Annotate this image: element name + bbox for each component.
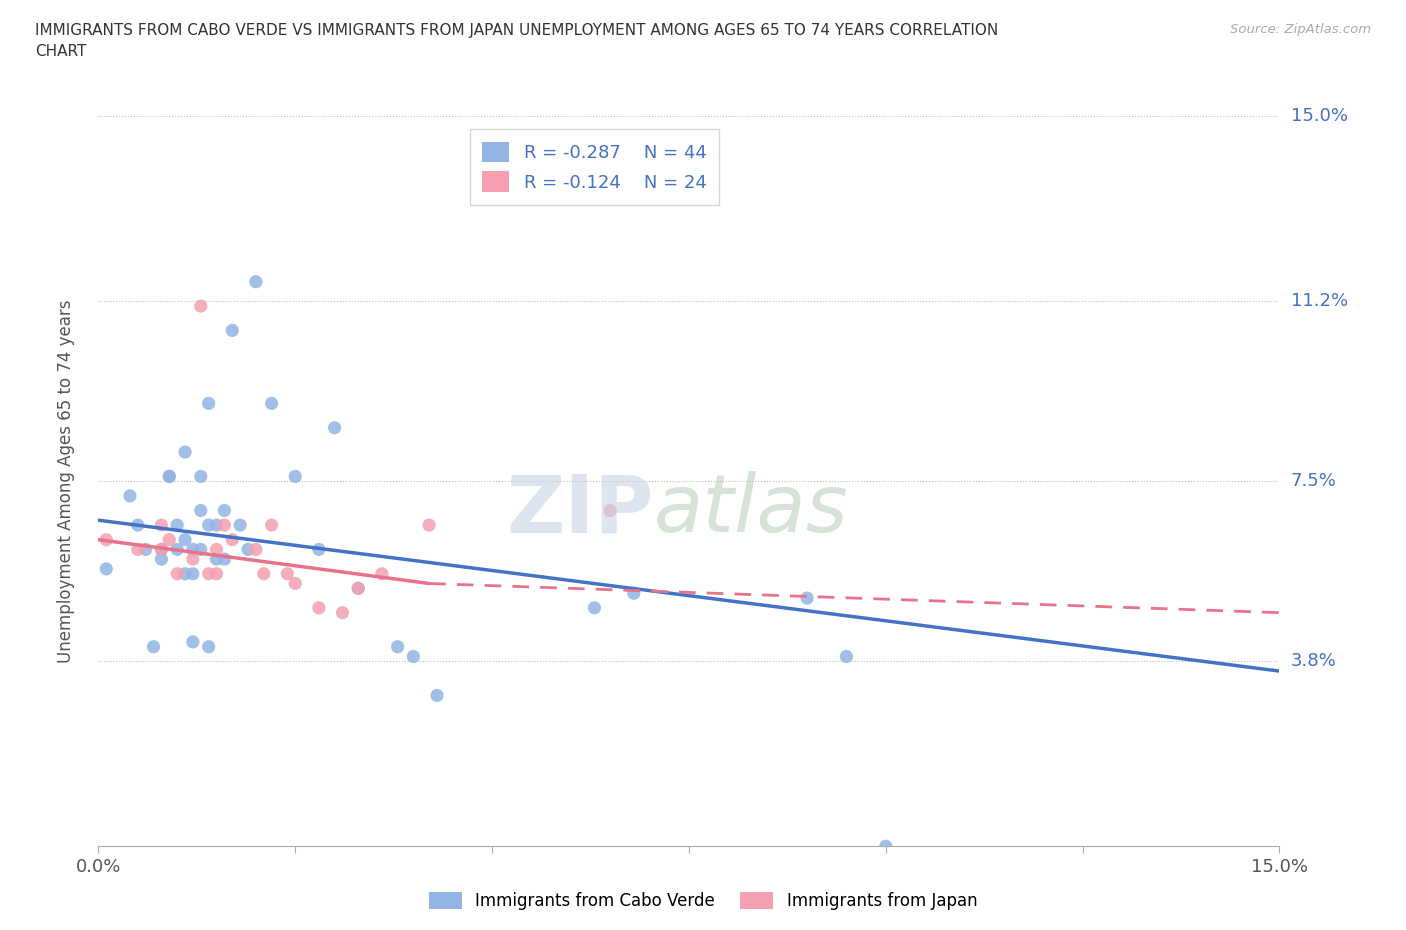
Point: [418, 518, 440, 533]
Point: [166, 518, 188, 533]
Legend: Immigrants from Cabo Verde, Immigrants from Japan: Immigrants from Cabo Verde, Immigrants f…: [422, 885, 984, 917]
Point: [166, 566, 188, 581]
Point: [181, 551, 204, 566]
Text: 15.0%: 15.0%: [1291, 107, 1347, 126]
Point: [197, 639, 219, 654]
Point: [214, 503, 236, 518]
Point: [221, 323, 243, 338]
Point: [150, 551, 173, 566]
Point: [205, 518, 228, 533]
Point: [214, 551, 236, 566]
Point: [245, 542, 267, 557]
Point: [371, 566, 394, 581]
Point: [181, 634, 204, 649]
Point: [347, 581, 370, 596]
Point: [127, 518, 149, 533]
Point: [623, 586, 645, 601]
Point: [323, 420, 346, 435]
Point: [229, 518, 252, 533]
Point: [875, 839, 897, 854]
Point: [332, 605, 354, 620]
Text: 3.8%: 3.8%: [1291, 652, 1336, 671]
Point: [387, 639, 409, 654]
Point: [142, 639, 165, 654]
Point: [197, 518, 219, 533]
Point: [205, 551, 228, 566]
Point: [190, 469, 212, 484]
Point: [245, 274, 267, 289]
Point: [150, 542, 173, 557]
Point: [150, 518, 173, 533]
Point: [96, 532, 118, 547]
Point: [190, 503, 212, 518]
Point: [205, 566, 228, 581]
Point: [284, 469, 307, 484]
Point: [236, 542, 259, 557]
Point: [174, 445, 197, 459]
Point: [276, 566, 298, 581]
Point: [174, 532, 197, 547]
Text: 7.5%: 7.5%: [1291, 472, 1337, 490]
Text: atlas: atlas: [654, 472, 848, 550]
Point: [197, 566, 219, 581]
Point: [835, 649, 858, 664]
Point: [181, 566, 204, 581]
Point: [308, 542, 330, 557]
Point: [96, 562, 118, 577]
Text: 11.2%: 11.2%: [1291, 292, 1348, 311]
Legend: R = -0.287    N = 44, R = -0.124    N = 24: R = -0.287 N = 44, R = -0.124 N = 24: [470, 129, 720, 205]
Point: [190, 542, 212, 557]
Text: IMMIGRANTS FROM CABO VERDE VS IMMIGRANTS FROM JAPAN UNEMPLOYMENT AMONG AGES 65 T: IMMIGRANTS FROM CABO VERDE VS IMMIGRANTS…: [35, 23, 998, 60]
Point: [284, 576, 307, 591]
Point: [157, 469, 180, 484]
Point: [174, 566, 197, 581]
Point: [583, 601, 606, 616]
Text: Source: ZipAtlas.com: Source: ZipAtlas.com: [1230, 23, 1371, 36]
Point: [181, 542, 204, 557]
Point: [347, 581, 370, 596]
Point: [260, 518, 283, 533]
Point: [190, 299, 212, 313]
Point: [157, 532, 180, 547]
Y-axis label: Unemployment Among Ages 65 to 74 years: Unemployment Among Ages 65 to 74 years: [56, 299, 75, 663]
Point: [402, 649, 425, 664]
Point: [205, 542, 228, 557]
Point: [221, 532, 243, 547]
Point: [308, 601, 330, 616]
Point: [135, 542, 157, 557]
Text: ZIP: ZIP: [506, 472, 654, 550]
Point: [599, 503, 621, 518]
Point: [796, 591, 818, 605]
Point: [214, 518, 236, 533]
Point: [150, 542, 173, 557]
Point: [157, 469, 180, 484]
Point: [127, 542, 149, 557]
Point: [118, 488, 141, 503]
Point: [253, 566, 276, 581]
Point: [197, 396, 219, 411]
Point: [166, 542, 188, 557]
Point: [426, 688, 449, 703]
Point: [260, 396, 283, 411]
